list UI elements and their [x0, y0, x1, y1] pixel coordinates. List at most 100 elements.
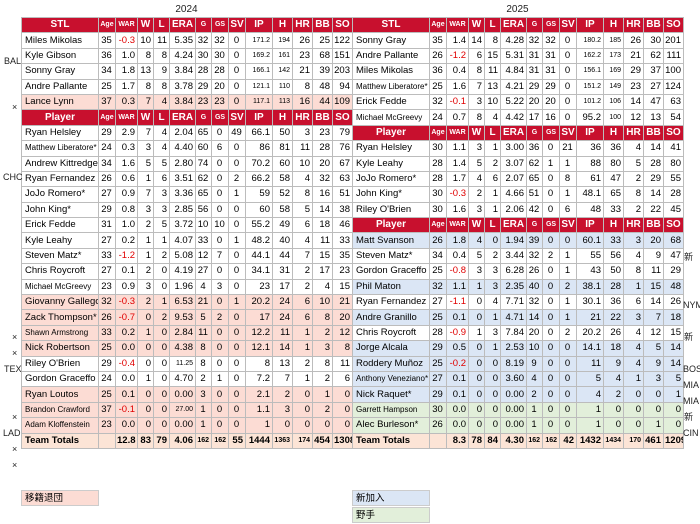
stat-cell: 1.4: [446, 32, 469, 49]
table-row: Lance Lynn 37 0.3 7 4 3.84 23 23 0 117.1 113 16 44 10…: [21, 93, 353, 111]
stat-cell: 0.0: [446, 401, 469, 419]
column-header: L: [153, 16, 170, 34]
player-name-cell: Anthony Veneziano*: [352, 370, 430, 388]
stat-cell: 8: [245, 355, 273, 372]
stat-cell: 3.60: [500, 370, 527, 388]
stat-cell: 1: [559, 155, 577, 172]
stat-cell: 55.2: [245, 217, 273, 234]
team-label-bos: BOS: [683, 364, 700, 374]
stat-cell: -0.9: [446, 324, 469, 342]
stat-cell: 0: [228, 155, 246, 172]
stat-cell: 0: [468, 309, 485, 326]
stat-cell: 2.85: [169, 201, 196, 219]
stat-cell: 0: [542, 355, 560, 372]
column-header: SO: [663, 16, 684, 34]
table-row: Alec Burleson* 26 0.0 0 0 0.00 1 0 0 1 0 0 1 0: [352, 417, 684, 434]
stat-cell: 27: [98, 263, 116, 280]
stat-cell: 14: [643, 186, 664, 203]
table-row: JoJo Romero* 28 1.7 4 6 2.07 65 0 8 61 47 2 29 55: [352, 170, 684, 188]
stat-cell: 41: [663, 140, 684, 157]
stat-cell: 25: [98, 386, 116, 403]
stat-cell: 24: [272, 309, 293, 326]
stat-cell: 2.06: [500, 201, 527, 219]
stat-cell: 1.8: [446, 232, 469, 249]
player-name-cell: Shawn Armstrong: [21, 324, 99, 342]
stat-cell: 9: [643, 355, 664, 372]
stat-cell: 166.1: [245, 63, 273, 80]
stat-cell: 22: [603, 309, 624, 326]
stat-cell: 0: [559, 232, 577, 249]
stat-cell: 0.00: [500, 386, 527, 403]
stat-cell: 29: [195, 78, 212, 95]
column-header: G: [526, 217, 543, 234]
stat-cell: 4: [468, 232, 485, 249]
stat-cell: 1: [228, 232, 246, 249]
stat-cell: 4.66: [500, 186, 527, 203]
stat-cell: -1.2: [446, 47, 469, 65]
stat-cell: 0: [559, 93, 577, 111]
stat-cell: 0: [559, 47, 577, 65]
stat-cell: 2: [292, 355, 313, 372]
stat-cell: 45: [663, 201, 684, 219]
column-header: G: [526, 16, 543, 34]
stat-cell: 20: [332, 309, 353, 326]
stat-cell: 25: [312, 32, 333, 49]
stat-cell: 17: [312, 263, 333, 280]
stat-cell: 4.84: [500, 63, 527, 80]
player-name-cell: Miles Mikolas: [352, 63, 430, 80]
table-row: Sonny Gray 35 1.4 14 8 4.28 32 32 0 180.2 185 26 30 2…: [352, 32, 684, 49]
stat-cell: 203: [332, 63, 353, 80]
table-row: Matthew Liberatore* 25 1.6 7 13 4.21 29 29 0 151.…: [352, 78, 684, 95]
header-row: Player Age WAR W L ERA G GS SV IP H HR BB SO: [352, 217, 684, 234]
table-row: Steven Matz* 33 -1.2 1 2 5.08 12 7 0 44.1 44 7 15 35: [21, 247, 353, 265]
legend-released: 移籍退団: [21, 490, 99, 506]
stat-cell: 37: [643, 63, 664, 80]
stat-cell: 28: [195, 63, 212, 80]
stat-cell: 20.2: [576, 324, 604, 342]
stat-cell: 0: [312, 417, 333, 434]
stat-cell: 6.53: [169, 294, 196, 311]
stat-cell: 20: [643, 232, 664, 249]
stat-cell: 1.0: [115, 217, 138, 234]
stat-cell: 26: [663, 294, 684, 311]
stat-cell: 12: [643, 324, 664, 342]
stat-cell: 32: [211, 32, 229, 49]
total-cell: 1363: [272, 432, 293, 449]
stat-cell: 28: [429, 324, 447, 342]
column-header: STL: [21, 16, 99, 34]
stat-cell: 14: [468, 32, 485, 49]
stat-cell: 37: [98, 401, 116, 419]
stat-cell: 100: [603, 109, 624, 126]
player-name-cell: Gordon Graceffo: [352, 263, 430, 280]
stat-cell: 0: [153, 355, 170, 372]
stat-cell: 12: [332, 324, 353, 342]
stat-cell: 109: [332, 93, 353, 111]
column-header: G: [195, 109, 212, 126]
total-cell: 1432: [576, 432, 604, 449]
stat-cell: 31: [272, 263, 293, 280]
table-row: Shawn Armstrong 33 0.2 1 0 2.84 11 0 0 12.2 11 1 2 12: [21, 324, 353, 342]
stat-cell: 30: [429, 401, 447, 419]
stat-cell: 0: [211, 401, 229, 419]
player-name-cell: Ryan Helsley: [352, 140, 430, 157]
stat-cell: 63: [663, 93, 684, 111]
stat-cell: 48: [312, 78, 333, 95]
column-header: ERA: [500, 124, 527, 142]
mark-new: 新: [684, 332, 694, 342]
stat-cell: 13: [643, 109, 664, 126]
stat-cell: 6: [484, 170, 501, 188]
stat-cell: 0: [137, 355, 154, 372]
stat-cell: 0: [153, 417, 170, 434]
stat-cell: 48.1: [576, 186, 604, 203]
stat-cell: 2: [292, 263, 313, 280]
stat-cell: 0.9: [115, 278, 138, 296]
total-cell: 461: [643, 432, 664, 449]
stat-cell: 0: [468, 370, 485, 388]
stat-cell: 0: [137, 417, 154, 434]
table-row: Ryan Helsley 30 1.1 3 1 3.00 36 0 21 36 36 4 14 41: [352, 140, 684, 157]
total-cell: 1308: [332, 432, 353, 449]
legend-fielder: 野手: [352, 507, 430, 523]
stat-cell: 0: [603, 401, 624, 419]
player-name-cell: Kyle Gibson: [21, 47, 99, 65]
stat-cell: 66.2: [245, 170, 273, 188]
